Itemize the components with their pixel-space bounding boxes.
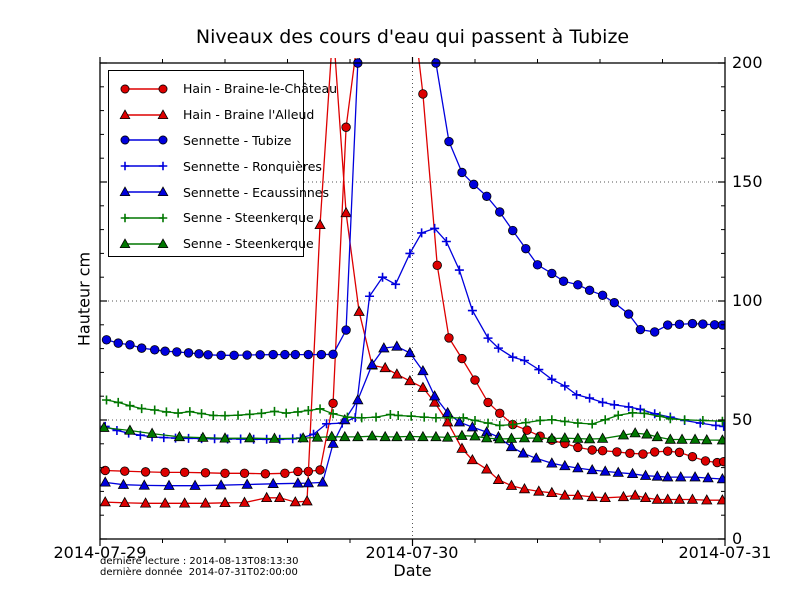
last-data-annotation: dernière donnée 2014-07-31T02:00:00 xyxy=(100,567,298,578)
legend-item-senne-steenkerque-1: Senne - Steenkerque xyxy=(109,205,314,231)
y-tick-50: 50 xyxy=(732,410,753,429)
legend-label: Sennette - Tubize xyxy=(183,132,292,148)
last-reading-annotation: dernière lecture : 2014-08-13T08:13:30 xyxy=(100,556,299,567)
legend-label: Sennette - Ecaussinnes xyxy=(183,184,330,200)
legend-item-sennette-ronquieres: Sennette - Ronquières xyxy=(109,153,322,179)
blue-plus-line-icon xyxy=(118,158,170,174)
y-tick-0: 0 xyxy=(732,529,743,548)
legend-label: Senne - Steenkerque xyxy=(183,236,314,252)
legend-label: Senne - Steenkerque xyxy=(183,210,314,226)
chart-title: Niveaux des cours d'eau qui passent à Tu… xyxy=(195,26,630,48)
red-circle-line-icon xyxy=(118,81,170,97)
legend-item-senne-steenkerque-2: Senne - Steenkerque xyxy=(109,231,314,257)
x-tick-2014-07-29: 2014-07-29 xyxy=(53,543,147,562)
legend-label: Sennette - Ronquières xyxy=(183,158,322,174)
legend-label: Hain - Braine-le-Château xyxy=(183,81,338,97)
green-plus-line-icon xyxy=(118,210,170,226)
legend-item-sennette-ecaussinnes: Sennette - Ecaussinnes xyxy=(109,179,329,205)
x-axis-label: Date xyxy=(393,561,432,580)
legend-label: Hain - Braine l'Alleud xyxy=(183,107,315,123)
legend: Hain - Braine-le-Château Hain - Braine l… xyxy=(108,70,337,257)
y-axis-label: Hauteur cm xyxy=(74,251,94,347)
x-tick-2014-07-31: 2014-07-31 xyxy=(678,543,772,562)
red-triangle-line-icon xyxy=(118,107,170,123)
blue-circle-line-icon xyxy=(118,132,170,148)
legend-item-hain-braine-le-chateau: Hain - Braine-le-Château xyxy=(109,76,337,102)
y-tick-200: 200 xyxy=(732,53,763,72)
blue-triangle-line-icon xyxy=(118,184,170,200)
legend-item-sennette-tubize: Sennette - Tubize xyxy=(109,128,303,154)
x-tick-2014-07-30: 2014-07-30 xyxy=(365,543,459,562)
legend-item-hain-braine-l-alleud: Hain - Braine l'Alleud xyxy=(109,102,314,128)
y-tick-100: 100 xyxy=(732,291,763,310)
green-triangle-line-icon xyxy=(118,236,170,252)
y-tick-150: 150 xyxy=(732,172,763,191)
